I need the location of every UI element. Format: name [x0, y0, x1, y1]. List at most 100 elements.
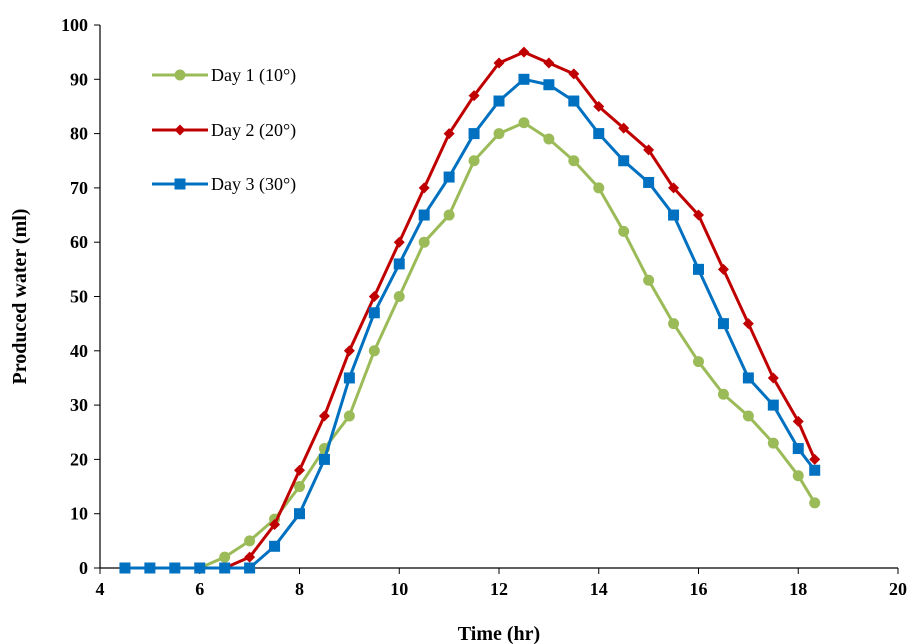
series-3-point	[643, 176, 655, 188]
series-3-point	[568, 95, 580, 107]
series-1-point	[518, 117, 530, 129]
series-2-point	[618, 122, 630, 134]
series-2-point	[518, 46, 530, 58]
series-3-point	[343, 372, 355, 384]
series-3-point	[742, 372, 754, 384]
series-2-point	[568, 68, 580, 80]
series-1-point	[219, 551, 231, 563]
series-1-point	[717, 388, 729, 400]
series-1-point	[393, 291, 405, 302]
series-3-point	[668, 209, 680, 221]
series-2-point	[244, 551, 256, 563]
series-3-point	[518, 73, 530, 85]
y-tick-label: 40	[70, 341, 88, 361]
series-1-point	[742, 410, 754, 422]
series-3-point	[318, 453, 330, 465]
series-2-point	[543, 57, 555, 69]
series-2-point	[668, 182, 680, 194]
series-3-point	[792, 443, 804, 455]
legend-label: Day 3 (30°)	[211, 174, 296, 195]
x-tick-label: 12	[490, 579, 508, 599]
series-1-point	[443, 209, 455, 221]
series-1-point	[767, 437, 779, 449]
series-layer	[119, 46, 821, 574]
x-tick-label: 20	[889, 579, 907, 599]
series-1-point	[618, 225, 630, 237]
series-2-point	[742, 318, 754, 330]
x-tick-label: 10	[390, 579, 408, 599]
y-tick-label: 60	[70, 232, 88, 252]
series-1-point	[543, 133, 555, 145]
series-3-point	[618, 155, 630, 167]
series-1-point	[809, 497, 821, 509]
series-2-point	[269, 519, 281, 531]
series-3-point	[443, 171, 455, 183]
series-2-point	[809, 453, 821, 465]
series-3-point	[693, 263, 704, 275]
series-1-point	[593, 182, 605, 194]
series-2-point	[368, 291, 380, 302]
series-3-point	[219, 562, 231, 574]
series-1-point	[668, 318, 680, 330]
y-tick-label: 30	[70, 395, 88, 415]
series-3-point	[767, 399, 779, 411]
series-3	[119, 73, 821, 574]
series-3-point	[244, 562, 256, 574]
series-1-point	[418, 236, 430, 248]
series-3-point	[493, 95, 505, 107]
legend-item-1: Day 1 (10°)	[152, 65, 296, 86]
series-2-point	[693, 209, 704, 221]
series-2-point	[643, 144, 655, 156]
x-tick-label: 4	[96, 579, 105, 599]
series-2-point	[294, 464, 305, 476]
y-tick-label: 70	[70, 178, 88, 198]
series-3-point	[269, 540, 281, 552]
legend-marker	[174, 124, 186, 136]
series-1-point	[643, 274, 655, 286]
series-1-point	[368, 345, 380, 357]
series-2-point	[493, 57, 505, 69]
series-1-point	[343, 410, 355, 422]
series-2-point	[767, 372, 779, 384]
y-tick-label: 10	[70, 504, 88, 524]
series-3-point	[144, 562, 156, 574]
series-3-point	[294, 508, 305, 520]
x-tick-label: 8	[295, 579, 304, 599]
series-1-point	[493, 128, 505, 140]
y-tick-label: 80	[70, 124, 88, 144]
x-tick-label: 18	[789, 579, 807, 599]
legend-marker	[174, 178, 186, 190]
series-3-point	[717, 318, 729, 330]
series-2-point	[468, 90, 480, 102]
y-axis-title: Produced water (ml)	[9, 209, 31, 385]
series-2-point	[343, 345, 355, 357]
series-2-point	[318, 410, 330, 422]
series-2-point	[792, 415, 804, 427]
series-2-point	[418, 182, 430, 194]
legend-marker	[174, 69, 186, 81]
legend: Day 1 (10°) Day 2 (20°) Day 3 (30°)	[152, 65, 296, 195]
legend-label: Day 1 (10°)	[211, 65, 296, 86]
series-3-point	[393, 258, 405, 270]
series-1-point	[294, 481, 305, 493]
legend-item-2: Day 2 (20°)	[152, 120, 296, 141]
axes: 0 10 20 30 40 50 60 70 80 90 100 4 6 8 10 12 14 16 18 20	[61, 15, 907, 599]
series-3-line	[124, 77, 816, 570]
series-1-point	[568, 155, 580, 167]
series-2-point	[593, 100, 605, 112]
series-2-point	[393, 236, 405, 248]
series-1-point	[792, 470, 804, 482]
x-axis-title: Time (hr)	[458, 623, 540, 644]
legend-item-3: Day 3 (30°)	[152, 174, 296, 195]
y-tick-label: 0	[79, 558, 88, 578]
series-3-point	[468, 128, 480, 140]
series-3-point	[809, 464, 821, 476]
x-tick-label: 14	[590, 579, 608, 599]
y-tick-label: 20	[70, 449, 88, 469]
series-3-point	[368, 307, 380, 319]
legend-label: Day 2 (20°)	[211, 120, 296, 141]
y-tick-label: 90	[70, 69, 88, 89]
series-3-point	[543, 79, 555, 91]
x-tick-label: 6	[195, 579, 204, 599]
